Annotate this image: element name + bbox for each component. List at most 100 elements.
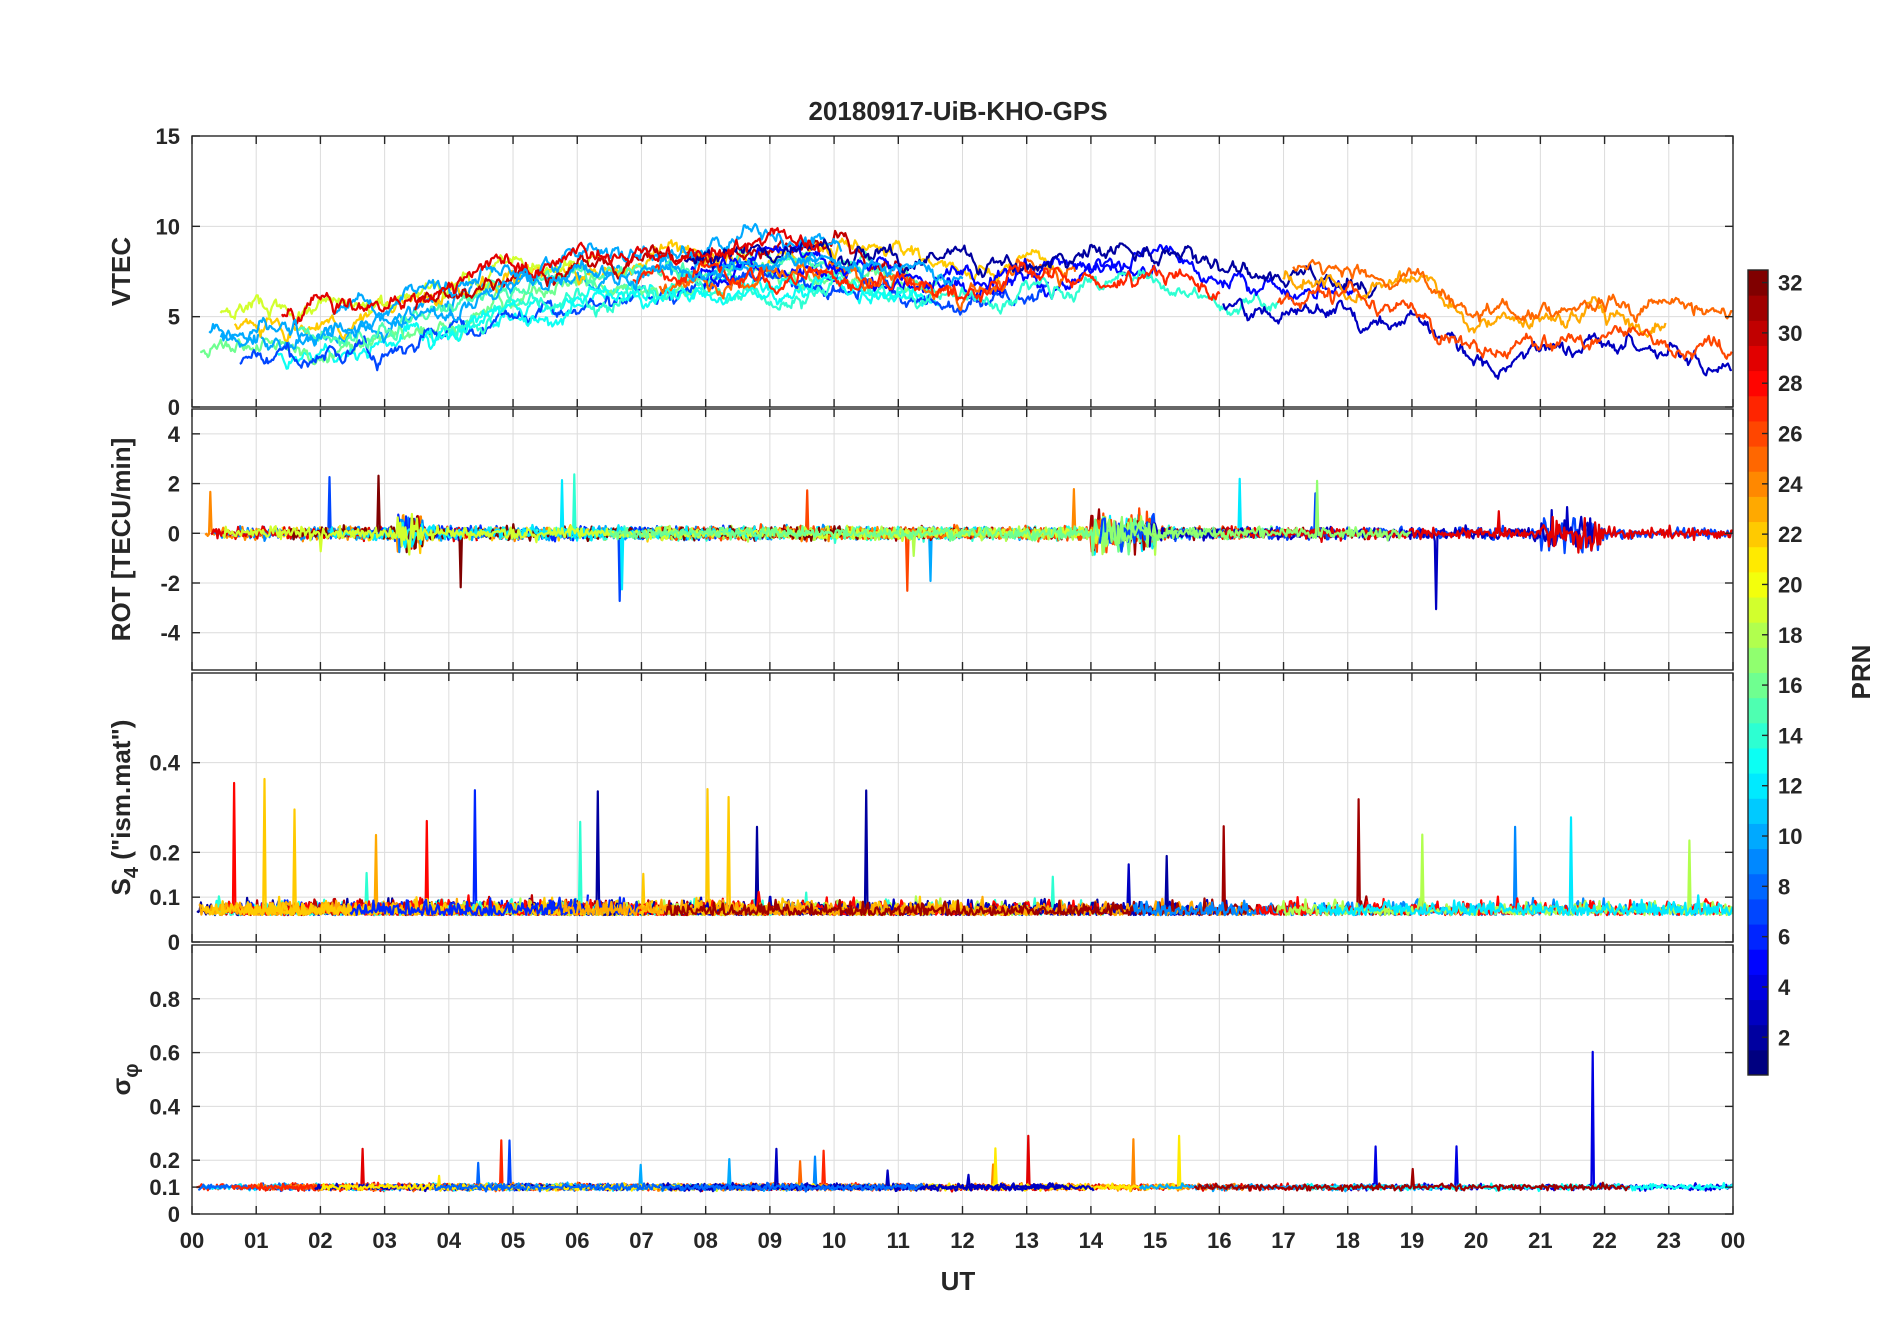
y-axis-label-sub: φ — [121, 1063, 143, 1077]
panel-4: 00.10.2 0.4 0.6 0.8 σφ 00 01 02 03 04 05 06 07 08 09 10… — [106, 944, 1745, 1253]
x-tick-labels: 00 01 02 03 04 05 06 07 08 09 10 11 12 13 14 15 16 17 18 19… — [180, 1228, 1745, 1253]
colorbar-band — [1748, 1024, 1768, 1051]
y-tick-label: 15 — [156, 124, 180, 149]
colorbar-tick-label: 30 — [1778, 321, 1802, 346]
series-prn-23 — [1282, 270, 1667, 338]
series-prn-17 — [1101, 479, 1412, 554]
x-tick-label: 00 — [180, 1228, 204, 1253]
x-tick-label: 10 — [822, 1228, 846, 1253]
panel-1: 0 5 10 15 VTEC — [106, 124, 1734, 420]
y-tick-label: 0 — [168, 521, 180, 546]
x-tick-label: 09 — [758, 1228, 782, 1253]
series-prn-26 — [643, 489, 1123, 592]
colorbar-band — [1748, 420, 1768, 447]
y-tick-label: 2 — [168, 472, 180, 497]
colorbar-bands — [1748, 270, 1768, 1076]
x-tick-label: 05 — [501, 1228, 525, 1253]
x-ticks — [191, 136, 1734, 407]
colorbar-tick-label: 18 — [1778, 623, 1802, 648]
y-axis-label-main: σ — [106, 1078, 136, 1096]
y-tick-label: 5 — [168, 305, 180, 330]
colorbar-band — [1748, 898, 1768, 925]
series-prn-9 — [1132, 825, 1702, 917]
colorbar-band — [1748, 521, 1768, 548]
x-tick-label: 08 — [693, 1228, 717, 1253]
y-axis-label: σφ — [106, 1063, 143, 1095]
series-prn-10 — [219, 251, 964, 347]
y-tick-label: 0.1 — [149, 885, 180, 910]
colorbar-band — [1748, 773, 1768, 799]
colorbar-band — [1748, 848, 1768, 875]
colorbar-band — [1748, 672, 1768, 699]
y-tick-label: 0.8 — [149, 987, 180, 1012]
y-tick-label: 0 — [168, 1202, 180, 1227]
colorbar-tick-label: 20 — [1778, 572, 1802, 597]
panel-2: -4 -2 0 2 4 ROT [TECU/min] — [106, 408, 1734, 671]
colorbar-label: PRN — [1846, 645, 1876, 700]
traces — [204, 473, 1733, 611]
colorbar-tick-label: 16 — [1778, 673, 1802, 698]
colorbar-band — [1748, 949, 1768, 975]
colorbar-band — [1748, 546, 1768, 573]
y-tick-label: 0.6 — [149, 1041, 180, 1066]
colorbar-band — [1748, 496, 1768, 523]
colorbar-band — [1748, 622, 1768, 648]
x-tick-label: 15 — [1143, 1228, 1167, 1253]
series-prn-24 — [204, 490, 665, 553]
colorbar-tick-label: 22 — [1778, 522, 1802, 547]
y-tick-label: 0 — [168, 395, 180, 420]
x-tick-label: 11 — [887, 1228, 910, 1253]
colorbar-band — [1748, 597, 1768, 623]
x-tick-label: 02 — [308, 1228, 332, 1253]
x-tick-label: 06 — [565, 1228, 589, 1253]
series-prn-25 — [1292, 258, 1733, 324]
x-tick-label: 13 — [1014, 1228, 1038, 1253]
y-tick-label: 10 — [156, 214, 180, 239]
colorbar-tick-label: 32 — [1778, 271, 1802, 296]
colorbar-band — [1748, 697, 1768, 724]
x-ticks — [191, 945, 1734, 1214]
x-ticks — [191, 409, 1734, 670]
x-tick-label: 22 — [1592, 1228, 1616, 1253]
colorbar-band — [1748, 722, 1768, 749]
colorbar-band — [1748, 647, 1768, 673]
series-prn-10 — [332, 222, 843, 322]
colorbar-tick-label: 28 — [1778, 371, 1802, 396]
x-tick-label: 07 — [629, 1228, 653, 1253]
x-tick-label: 03 — [372, 1228, 396, 1253]
colorbar-band — [1748, 974, 1768, 1001]
series-prn-18 — [1276, 833, 1733, 917]
x-axis-label: UT — [941, 1266, 976, 1296]
chart-title: 20180917-UiB-KHO-GPS — [808, 96, 1107, 126]
colorbar-tick-label: 4 — [1778, 975, 1791, 1000]
colorbar-frame — [1747, 269, 1769, 1076]
colorbar-band — [1748, 295, 1768, 321]
y-tick-label: 0.4 — [149, 1094, 180, 1119]
colorbar-band — [1748, 370, 1768, 397]
y-axis-label: ROT [TECU/min] — [106, 438, 136, 642]
grid — [192, 945, 1733, 1214]
x-tick-label: 23 — [1657, 1228, 1681, 1253]
y-axis-label: VTEC — [106, 237, 136, 307]
y-tick-label: 0.4 — [149, 751, 180, 776]
x-tick-label: 04 — [437, 1228, 462, 1253]
colorbar-tick-label: 6 — [1778, 925, 1790, 950]
colorbar-band — [1748, 471, 1768, 497]
colorbar-band — [1748, 571, 1768, 598]
y-tick-label: 4 — [168, 422, 181, 447]
colorbar-band — [1748, 999, 1768, 1026]
x-tick-label: 12 — [950, 1228, 974, 1253]
y-axis-label-main: S — [106, 878, 136, 895]
x-tick-label: 19 — [1400, 1228, 1424, 1253]
colorbar-band — [1748, 873, 1768, 900]
colorbar-band — [1748, 747, 1768, 774]
series-prn-4 — [1340, 1050, 1733, 1192]
colorbar-band — [1748, 446, 1768, 472]
y-tick-label: 0 — [168, 930, 180, 955]
series-prn-31 — [1193, 1167, 1631, 1192]
traces — [196, 1050, 1733, 1193]
y-ticks: 0 0.1 0.2 0.4 — [149, 751, 1733, 955]
